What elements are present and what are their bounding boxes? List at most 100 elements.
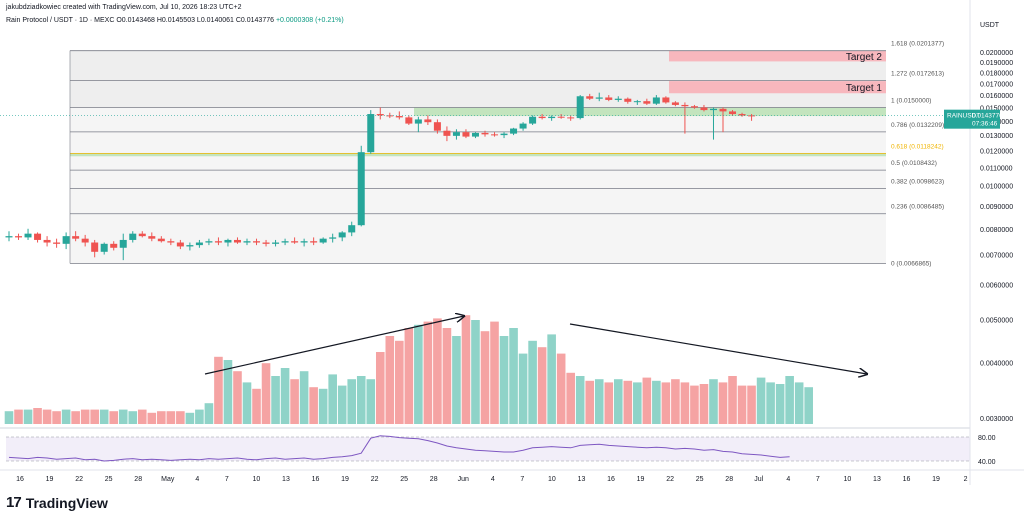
fib-label: 1.618 (0.0201377) <box>891 41 944 48</box>
volume-bar <box>404 328 414 424</box>
candle <box>548 116 556 119</box>
candle <box>690 106 698 108</box>
volume-bar <box>785 376 794 424</box>
time-tick: 10 <box>253 476 261 483</box>
volume-bar <box>128 411 138 424</box>
candle <box>424 119 432 123</box>
candle <box>557 116 565 118</box>
price-tick: 0.0200000 <box>980 50 1013 57</box>
volume-bar <box>347 379 357 424</box>
volume-bar <box>585 380 595 424</box>
volume-bar <box>61 409 71 424</box>
time-tick: 19 <box>341 476 349 483</box>
volume-bar <box>537 347 547 424</box>
candle <box>357 152 365 226</box>
time-tick: 4 <box>195 476 199 483</box>
volume-bar <box>718 382 728 424</box>
downtrend-arrow <box>569 323 867 374</box>
volume-bar <box>442 328 452 424</box>
volume-bar <box>575 376 585 424</box>
candle <box>519 123 527 129</box>
volume-bar <box>423 321 433 424</box>
candle <box>367 114 375 153</box>
volume-bar <box>528 340 537 424</box>
candle <box>671 102 679 105</box>
time-tick: 13 <box>873 476 881 483</box>
volume-bar <box>461 315 471 424</box>
volume-bar <box>52 411 61 424</box>
candle <box>53 242 61 244</box>
time-tick: 7 <box>225 476 229 483</box>
time-tick: 19 <box>932 476 940 483</box>
candle <box>491 134 499 136</box>
fib-label: 1.272 (0.0172613) <box>891 70 944 77</box>
volume-bar <box>157 411 166 424</box>
candle <box>376 114 384 116</box>
time-tick: 16 <box>16 476 24 483</box>
candle <box>91 242 99 252</box>
candle <box>72 236 80 239</box>
time-tick: 16 <box>607 476 615 483</box>
candle <box>34 233 42 240</box>
volume-layer <box>4 315 813 424</box>
time-tick: 28 <box>430 476 438 483</box>
candle <box>443 130 451 136</box>
fib-label: 0.5 (0.0108432) <box>891 160 937 167</box>
brand-name: TradingView <box>25 494 108 511</box>
candle <box>510 128 518 134</box>
price-tick: 0.0160000 <box>980 93 1013 100</box>
candle <box>148 236 156 239</box>
volume-bar <box>337 385 347 424</box>
symbol-name[interactable]: Rain Protocol / USDT · 1D · MEXC <box>6 17 115 24</box>
price-tick: 0.0050000 <box>980 317 1013 324</box>
fib-label: 0.618 (0.0118242) <box>891 143 944 150</box>
volume-bar <box>204 403 214 424</box>
price-tag-countdown: 07:36:46 <box>972 121 998 128</box>
candle <box>348 225 356 233</box>
price-tag <box>944 109 1000 129</box>
volume-bar <box>166 411 176 424</box>
uptrend-arrow <box>204 316 464 375</box>
time-tick: 22 <box>371 476 379 483</box>
axes-layer: USDT 0.0200000 0.0190000 0.0180000 0.0170000… <box>0 0 1024 485</box>
resistance-zone <box>414 107 886 117</box>
candle <box>119 239 127 248</box>
time-tick: 7 <box>816 476 820 483</box>
candle <box>253 241 261 243</box>
candle <box>291 241 299 243</box>
candle <box>243 241 251 243</box>
fib-label: 0.236 (0.0086485) <box>891 204 944 211</box>
volume-bar <box>747 385 756 424</box>
volume-bar <box>395 340 404 424</box>
creator-line: jakubdziadkowiec created with TradingVie… <box>6 4 242 11</box>
volume-bar <box>137 409 147 424</box>
time-tick: 13 <box>282 476 290 483</box>
volume-bar <box>299 371 309 424</box>
candle <box>15 236 23 238</box>
price-tick: 0.0150000 <box>980 106 1013 113</box>
volume-bar <box>804 387 813 424</box>
support-zone <box>70 152 886 157</box>
ohlc-values: O0.0143468 H0.0145503 L0.0140061 C0.0143… <box>116 17 274 24</box>
volume-bar <box>90 409 99 424</box>
volume-bar <box>509 328 518 424</box>
candle <box>24 233 32 238</box>
price-unit-label: USDT <box>980 22 1000 29</box>
price-tick: 0.0170000 <box>980 81 1013 88</box>
time-tick: 10 <box>844 476 852 483</box>
volume-bar <box>280 368 290 424</box>
candle <box>700 107 708 111</box>
volume-bar <box>594 379 604 424</box>
volume-bar <box>356 376 366 424</box>
price-tick: 0.0190000 <box>980 60 1013 67</box>
candle <box>471 132 479 137</box>
tradingview-brand[interactable]: 17 TradingView <box>6 494 108 511</box>
candle <box>624 98 632 102</box>
time-tick: 25 <box>696 476 704 483</box>
time-tick: 28 <box>725 476 733 483</box>
candle <box>329 237 337 239</box>
rsi-level-label: 80.00 <box>978 435 996 442</box>
fib-layer: 1.618 (0.0201377) 1.272 (0.0172613) 1 (0.0… <box>69 41 944 267</box>
candles-layer <box>0 92 970 261</box>
